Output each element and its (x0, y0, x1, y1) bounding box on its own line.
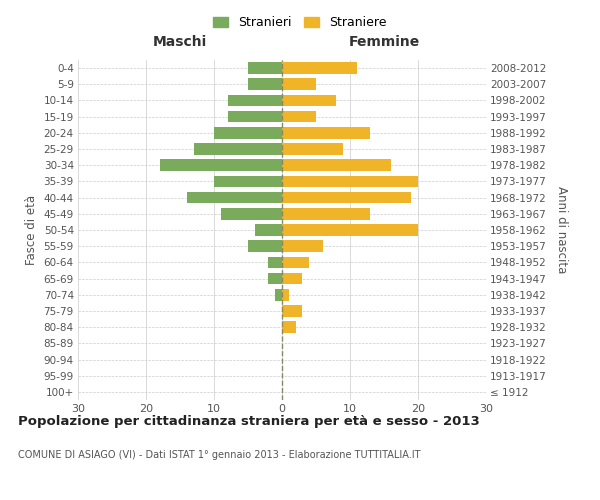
Bar (282, 111, 316, 122)
Bar (275, 289, 282, 300)
Text: COMUNE DI ASIAGO (VI) - Dati ISTAT 1° gennaio 2013 - Elaborazione TUTTITALIA.IT: COMUNE DI ASIAGO (VI) - Dati ISTAT 1° ge… (18, 450, 421, 460)
Bar (282, 305, 302, 317)
Bar (214, 127, 282, 138)
Bar (282, 127, 370, 138)
Bar (282, 62, 357, 74)
Bar (282, 272, 302, 284)
Bar (282, 78, 316, 90)
Bar (227, 94, 282, 106)
Text: Popolazione per cittadinanza straniera per età e sesso - 2013: Popolazione per cittadinanza straniera p… (18, 415, 480, 428)
Bar (248, 62, 282, 74)
Bar (282, 240, 323, 252)
Text: Maschi: Maschi (153, 34, 207, 48)
Bar (282, 192, 411, 203)
Bar (255, 224, 282, 236)
Bar (282, 160, 391, 171)
Bar (221, 208, 282, 220)
Text: Femmine: Femmine (349, 34, 419, 48)
Bar (248, 78, 282, 90)
Bar (268, 272, 282, 284)
Legend: Stranieri, Straniere: Stranieri, Straniere (208, 11, 392, 34)
Y-axis label: Fasce di età: Fasce di età (25, 195, 38, 265)
Bar (282, 256, 309, 268)
Bar (248, 240, 282, 252)
Bar (187, 192, 282, 203)
Bar (214, 176, 282, 188)
Bar (160, 160, 282, 171)
Bar (282, 176, 418, 188)
Bar (194, 143, 282, 155)
Bar (282, 94, 337, 106)
Bar (227, 111, 282, 122)
Bar (282, 289, 289, 300)
Bar (282, 208, 370, 220)
Bar (282, 322, 296, 333)
Bar (282, 224, 418, 236)
Bar (268, 256, 282, 268)
Bar (282, 143, 343, 155)
Y-axis label: Anni di nascita: Anni di nascita (555, 186, 568, 274)
